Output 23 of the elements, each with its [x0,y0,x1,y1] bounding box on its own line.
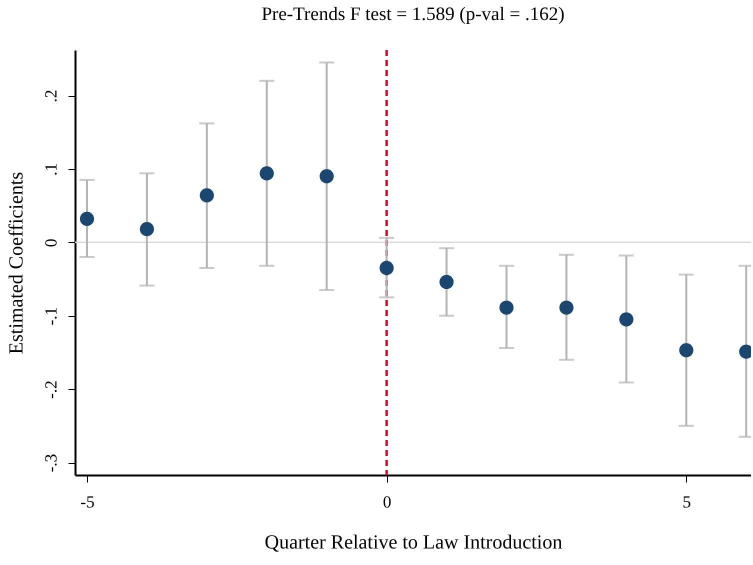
point [320,169,334,184]
y-tick-label: -.2 [42,380,60,399]
y-tick-label: .1 [42,163,60,176]
y-tick-label: 0 [42,238,60,248]
y-axis-title: Estimated Coefficients [6,172,28,354]
point [439,274,454,290]
point [200,188,214,202]
point [619,312,634,326]
x-tick-label: 5 [682,492,692,512]
x-axis-title: Quarter Relative to Law Introduction [264,532,562,554]
point [559,300,574,315]
point [380,260,394,276]
y-tick-label: -.1 [42,307,60,326]
point [140,222,154,236]
point [499,300,514,315]
x-tick-label: 0 [382,492,392,512]
y-tick-label: .2 [42,90,60,102]
y-tick-label: -.3 [42,454,60,472]
point [260,166,274,180]
x-tick-label: -5 [80,492,95,512]
chart-title: Pre-Trends F test = 1.589 (p-val = .162) [261,4,565,25]
point [679,343,694,358]
point [80,212,94,226]
